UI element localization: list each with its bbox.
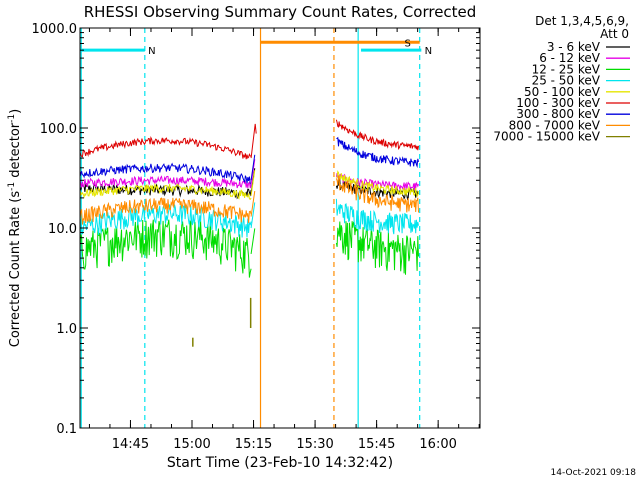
y-tick-label-2: 10.0	[48, 222, 77, 237]
series-line-before-1	[79, 175, 252, 189]
legend-label-3: 25 - 50 keV	[532, 74, 601, 88]
series-line-after-5	[335, 119, 419, 151]
series-line-after-2	[335, 221, 419, 275]
series-line-before-4	[79, 183, 252, 200]
legend-label-0: 3 - 6 keV	[547, 40, 601, 54]
generation-timestamp: 14-Oct-2021 09:18	[551, 468, 637, 478]
flag-label-2: S	[405, 38, 411, 49]
x-tick-label-4: 15:45	[358, 437, 395, 452]
legend-label-7: 800 - 7000 keV	[509, 118, 601, 132]
axes: 0.1 1.0 10.0 100.0 1000.0 14:45 15:00 15:15 15:3…	[32, 22, 480, 452]
chart-title: RHESSI Observing Summary Count Rates, Co…	[84, 3, 477, 21]
x-tick-label-2: 15:15	[235, 437, 272, 452]
x-axis-label: Start Time (23-Feb-10 14:32:42)	[167, 455, 393, 471]
series-line-after-7	[335, 175, 419, 213]
x-tick-label-0: 14:45	[112, 437, 149, 452]
legend-header-detectors: Det 1,3,4,5,6,9,	[535, 14, 629, 28]
series-line-after-3	[335, 198, 419, 235]
flag-label-0: N	[148, 46, 155, 57]
series-line-before-3	[79, 204, 252, 238]
series-rise-7	[250, 191, 256, 217]
legend-label-1: 6 - 12 keV	[539, 51, 601, 65]
series-line-before-0	[79, 181, 252, 200]
plot-area: N NS	[79, 28, 432, 428]
x-tick-label-3: 15:30	[296, 437, 333, 452]
series-line-after-6	[336, 136, 419, 169]
flag-label-1: N	[425, 46, 432, 57]
series-line-before-2	[79, 219, 252, 278]
y-tick-label-3: 100.0	[40, 122, 77, 137]
series-rise-2	[250, 228, 256, 255]
legend-label-4: 50 - 100 keV	[524, 85, 601, 99]
legend-label-8: 7000 - 15000 keV	[493, 130, 600, 144]
series-rise-4	[250, 170, 256, 196]
y-axis-label: Corrected Count Rate (s-1 detector-1)	[7, 109, 23, 347]
series-line-after-4	[336, 170, 419, 198]
series-rise-6	[250, 154, 256, 181]
y-tick-label-1: 1.0	[56, 322, 77, 337]
series-line-before-7	[79, 197, 252, 225]
x-tick-label-5: 16:00	[419, 437, 456, 452]
legend-label-6: 300 - 800 keV	[516, 107, 600, 121]
series-line-before-5	[79, 135, 252, 160]
legend-header-attenuator: Att 0	[600, 27, 629, 41]
y-tick-label-4: 1000.0	[32, 22, 78, 37]
x-tick-label-1: 15:00	[173, 437, 210, 452]
legend-label-2: 12 - 25 keV	[532, 62, 601, 76]
series-line-before-6	[79, 162, 252, 185]
y-tick-label-0: 0.1	[56, 422, 77, 437]
legend-label-5: 100 - 300 keV	[516, 96, 600, 110]
series-rise-1	[250, 159, 256, 185]
series-spike	[250, 123, 257, 159]
series-rise-3	[250, 202, 256, 229]
